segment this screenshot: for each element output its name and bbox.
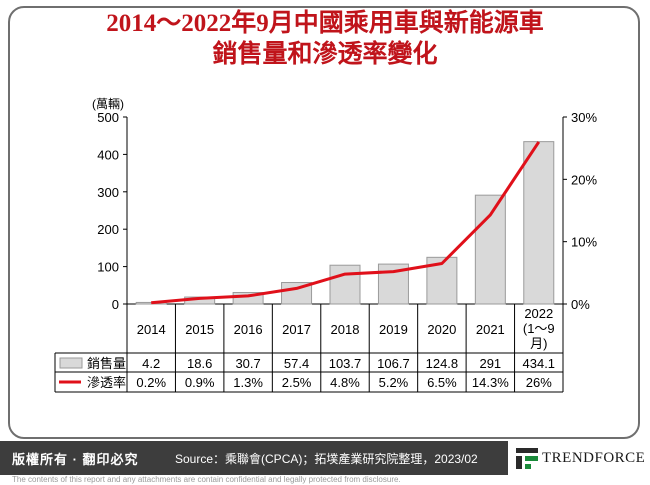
bar-6 — [426, 256, 458, 305]
data-label-rate: 5.2% — [379, 375, 409, 390]
y2-tick-label: 20% — [571, 172, 597, 187]
bar-8 — [523, 141, 555, 305]
x-tick-label: 2014 — [137, 322, 166, 337]
x-tick-label: 月) — [530, 336, 547, 351]
y-tick-label: 300 — [97, 185, 119, 200]
y-tick-label: 400 — [97, 147, 119, 162]
source-text: Source：乘聯會(CPCA)；拓墣產業研究院整理，2023/02 — [175, 452, 478, 466]
brand-logo: TRENDFORCE — [508, 441, 650, 475]
legend-label-rate: 滲透率 — [87, 375, 126, 390]
x-tick-label: 2019 — [379, 322, 408, 337]
brand-mark-icon — [516, 448, 538, 469]
title-line-1: 2014～2022年9月中國乘用車與新能源車 — [106, 10, 544, 37]
data-label-rate: 14.3% — [472, 375, 509, 390]
x-tick-label: 2018 — [331, 322, 360, 337]
y2-tick-label: 10% — [571, 235, 597, 250]
x-tick-label: 2021 — [476, 322, 505, 337]
title-line-2: 銷售量和滲透率變化 — [212, 41, 438, 68]
data-label-sales: 434.1 — [523, 356, 556, 371]
y-axis-unit: (萬輛) — [92, 97, 124, 111]
disclaimer-text: The contents of this report and any atta… — [12, 475, 401, 484]
chart-title: 2014～2022年9月中國乘用車與新能源車 銷售量和滲透率變化 — [0, 8, 650, 70]
y-tick-label: 200 — [97, 222, 119, 237]
y-tick-label: 500 — [97, 110, 119, 125]
data-label-sales: 124.8 — [426, 356, 459, 371]
data-label-rate: 6.5% — [427, 375, 457, 390]
bar-4 — [329, 264, 361, 305]
data-label-sales: 106.7 — [377, 356, 410, 371]
y-tick-label: 0 — [112, 297, 119, 312]
legend-label-sales: 銷售量 — [87, 356, 126, 371]
x-tick-label: 2015 — [185, 322, 214, 337]
x-tick-label: 2017 — [282, 322, 311, 337]
y2-tick-label: 0% — [571, 297, 590, 312]
data-label-rate: 1.3% — [233, 375, 263, 390]
x-tick-label: (1～9 — [523, 321, 555, 336]
data-label-sales: 18.6 — [187, 356, 212, 371]
copyright-text: 版權所有 · 翻印必究 — [12, 452, 139, 467]
data-label-rate: 26% — [526, 375, 552, 390]
bar-7 — [474, 194, 506, 305]
legend-swatch-sales — [59, 357, 83, 369]
data-label-rate: 2.5% — [282, 375, 312, 390]
brand-name: TRENDFORCE — [542, 450, 646, 466]
data-label-rate: 0.9% — [185, 375, 215, 390]
data-label-sales: 30.7 — [235, 356, 260, 371]
data-label-sales: 291 — [479, 356, 501, 371]
bar-2 — [232, 292, 264, 305]
bar-3 — [281, 282, 313, 305]
y2-tick-label: 30% — [571, 110, 597, 125]
data-label-sales: 57.4 — [284, 356, 309, 371]
data-label-sales: 4.2 — [142, 356, 160, 371]
y-tick-label: 100 — [97, 260, 119, 275]
penetration-rate-line — [151, 141, 541, 305]
combo-chart: 0 100 200 300 400 500 0% 10% 20% 30% (萬輛) 2014 2015 2… — [54, 97, 597, 393]
data-label-sales: 103.7 — [329, 356, 362, 371]
data-label-rate: 0.2% — [136, 375, 166, 390]
x-tick-label: 2016 — [234, 322, 263, 337]
x-tick-label: 2022 — [524, 306, 553, 321]
x-tick-label: 2020 — [427, 322, 456, 337]
data-label-rate: 4.8% — [330, 375, 360, 390]
